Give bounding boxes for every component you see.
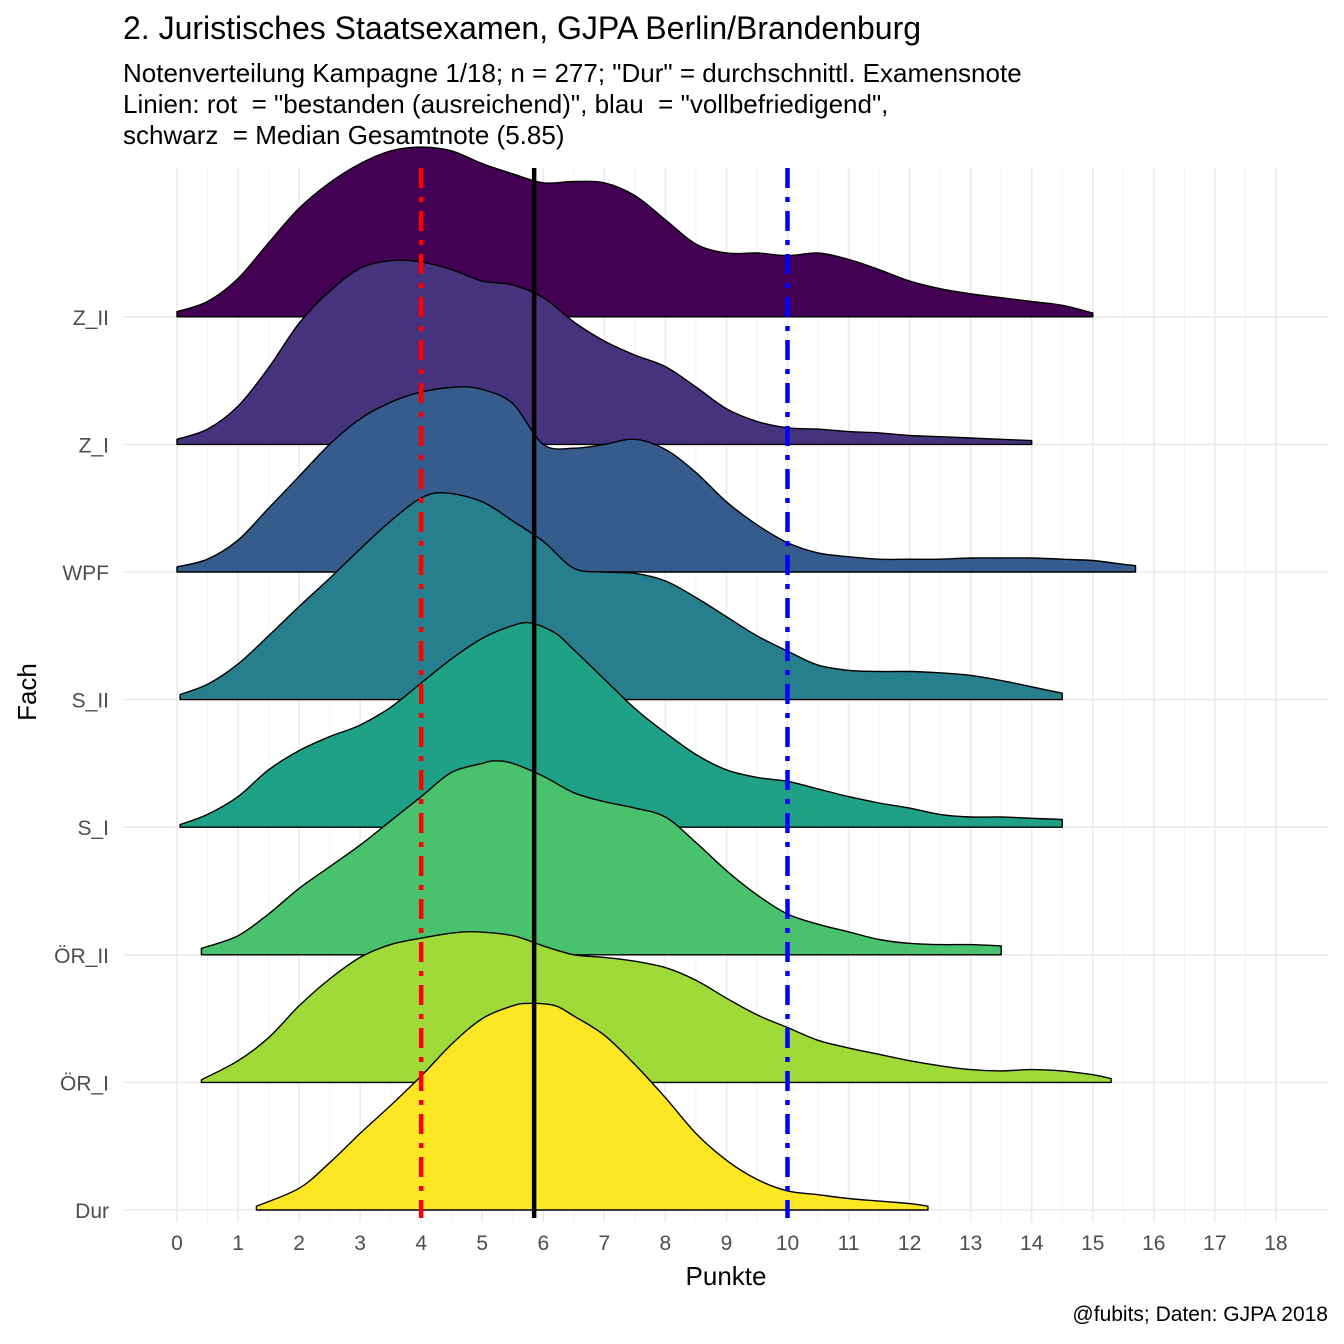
x-tick-label: 3 [354, 1232, 366, 1255]
x-tick-label: 13 [959, 1232, 982, 1255]
y-tick-label: S_I [77, 817, 109, 840]
chart-caption: @fubits; Daten: GJPA 2018 [1072, 1303, 1328, 1326]
x-axis-ticks: 0 1 2 3 4 5 6 7 8 9 10 11 12 13 14 15 16 17 18 [171, 1232, 1287, 1255]
x-tick-label: 6 [537, 1232, 549, 1255]
chart-title: 2. Juristisches Staatsexamen, GJPA Berli… [123, 10, 922, 46]
x-tick-label: 14 [1020, 1232, 1044, 1255]
x-tick-label: 2 [293, 1232, 305, 1255]
chart-subtitle-line-3: schwarz = Median Gesamtnote (5.85) [123, 120, 565, 150]
x-tick-label: 7 [599, 1232, 611, 1255]
chart-subtitle-line-2: Linien: rot = "bestanden (ausreichend)",… [123, 89, 889, 119]
ridge-Z_I [176, 259, 1033, 446]
ridge-S_I [179, 621, 1063, 828]
y-tick-label: ÖR_II [54, 945, 109, 968]
x-tick-label: 5 [476, 1232, 488, 1255]
x-tick-label: 11 [838, 1232, 860, 1255]
ridge-ÖR_I [200, 930, 1112, 1084]
y-tick-label: S_II [72, 690, 109, 713]
ridge-Dur [255, 1002, 929, 1211]
x-axis-title: Punkte [686, 1261, 767, 1291]
x-tick-label: 18 [1264, 1232, 1287, 1255]
ridge-S_II [179, 492, 1063, 701]
ridge-ÖR_II [200, 760, 1002, 956]
x-tick-label: 9 [721, 1232, 733, 1255]
y-axis-title: Fach [12, 663, 42, 721]
y-tick-label: Z_I [79, 434, 109, 457]
x-tick-label: 8 [660, 1232, 672, 1255]
y-tick-label: WPF [62, 562, 109, 585]
chart-subtitle-line-1: Notenverteilung Kampagne 1/18; n = 277; … [123, 58, 1022, 88]
x-tick-label: 4 [415, 1232, 427, 1255]
x-tick-label: 15 [1081, 1232, 1104, 1255]
reference-lines [418, 168, 790, 1218]
x-tick-label: 12 [898, 1232, 921, 1255]
y-tick-label: Dur [75, 1200, 109, 1223]
x-tick-label: 0 [171, 1232, 183, 1255]
y-tick-label: ÖR_I [60, 1072, 109, 1095]
density-ridges [176, 146, 1137, 1211]
x-tick-label: 17 [1203, 1232, 1226, 1255]
x-tick-label: 16 [1142, 1232, 1165, 1255]
x-tick-label: 10 [776, 1232, 799, 1255]
x-tick-label: 1 [232, 1232, 244, 1255]
y-axis-ticks: Dur ÖR_I ÖR_II S_I S_II WPF Z_I Z_II [54, 307, 109, 1223]
y-tick-label: Z_II [73, 307, 109, 330]
